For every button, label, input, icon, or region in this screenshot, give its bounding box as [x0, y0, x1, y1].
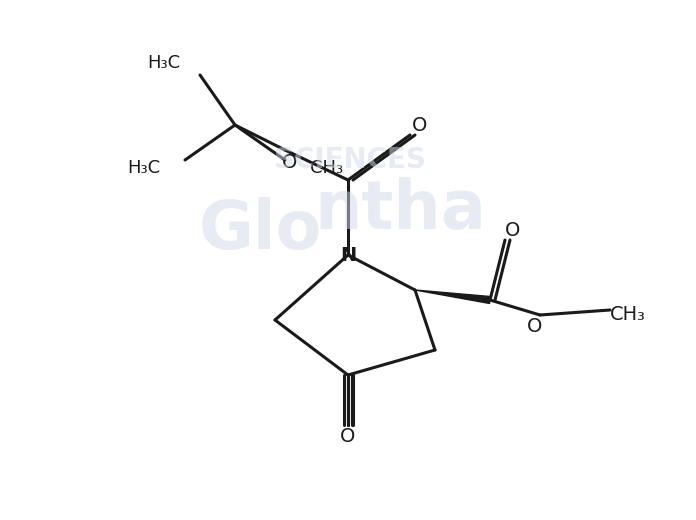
- Text: ntha: ntha: [314, 177, 486, 243]
- Polygon shape: [415, 290, 491, 304]
- Text: N: N: [340, 245, 356, 265]
- Text: H₃C: H₃C: [127, 159, 160, 177]
- Text: O: O: [528, 318, 543, 336]
- Text: O: O: [283, 152, 298, 172]
- Text: O: O: [505, 220, 521, 240]
- Text: CH₃: CH₃: [610, 306, 646, 324]
- Text: O: O: [412, 115, 427, 135]
- Text: SCIENCES: SCIENCES: [274, 146, 426, 174]
- Text: O: O: [340, 427, 356, 447]
- Text: H₃C: H₃C: [147, 54, 180, 72]
- Text: Glo: Glo: [198, 197, 322, 263]
- Text: CH₃: CH₃: [310, 159, 343, 177]
